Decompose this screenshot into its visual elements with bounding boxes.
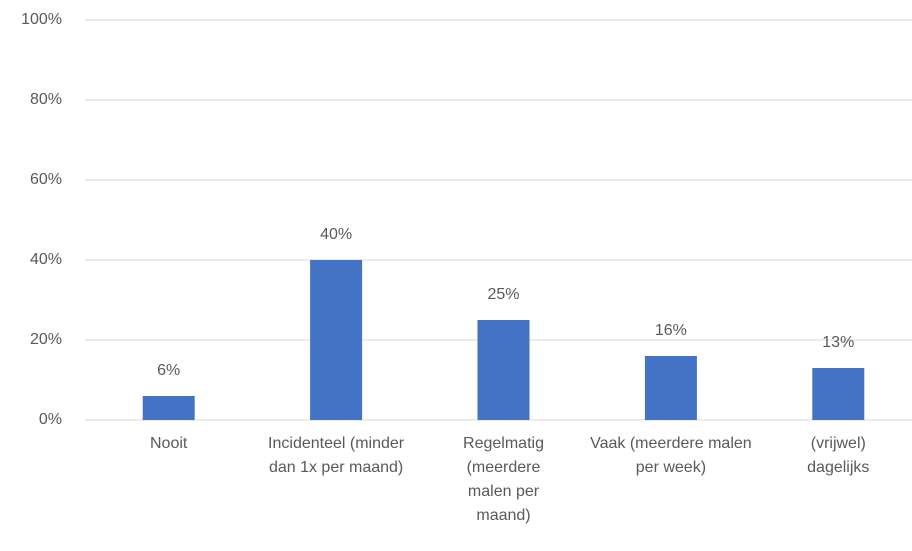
- bar: [477, 320, 530, 420]
- x-tick-label: Nooit: [150, 435, 188, 452]
- x-tick-label: Vaak (meerdere malen per week): [590, 435, 752, 476]
- data-label: 13%: [822, 334, 854, 351]
- data-label: 16%: [655, 322, 687, 339]
- bar: [142, 396, 195, 420]
- bar: [812, 368, 865, 420]
- x-tick-label: Incidenteel (minder dan 1x per maand): [268, 435, 405, 476]
- data-label: 25%: [487, 286, 519, 303]
- x-tick-label: Regelmatig (meerdere malen per maand): [463, 435, 544, 524]
- data-label: 6%: [157, 362, 180, 379]
- y-tick-label: 40%: [30, 251, 62, 268]
- y-tick-label: 80%: [30, 91, 62, 108]
- y-tick-label: 20%: [30, 331, 62, 348]
- data-label: 40%: [320, 226, 352, 243]
- y-tick-label: 100%: [21, 11, 62, 28]
- y-tick-label: 60%: [30, 171, 62, 188]
- bar: [310, 260, 363, 420]
- bar: [644, 356, 697, 420]
- y-tick-label: 0%: [39, 411, 62, 428]
- x-tick-label: (vrijwel) dagelijks: [807, 435, 870, 476]
